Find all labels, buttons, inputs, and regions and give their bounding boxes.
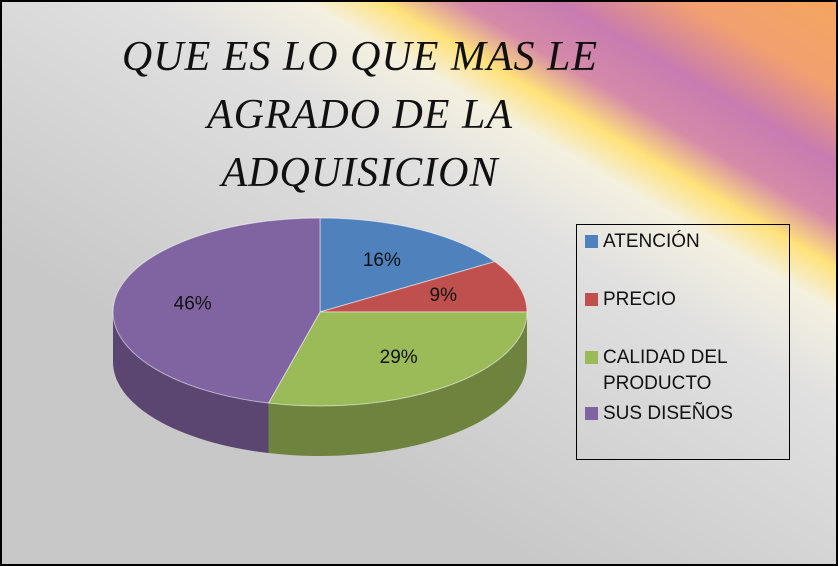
pie-slice xyxy=(112,217,321,404)
legend-item: PRECIO xyxy=(585,287,785,313)
pie-slice xyxy=(319,217,496,313)
legend-item: SUS DISEÑOS xyxy=(585,401,785,427)
legend-label: PRECIO xyxy=(603,289,676,310)
chart-title: QUE ES LO QUE MAS LE AGRADO DE LA ADQUIS… xyxy=(121,34,599,196)
data-label: 9% xyxy=(430,285,458,306)
legend-label: SUS DISEÑOS xyxy=(603,403,733,424)
legend-item: ATENCIÓN xyxy=(585,229,785,255)
legend-label: ATENCIÓN xyxy=(603,231,700,252)
legend-label: CALIDAD DEL PRODUCTO xyxy=(603,347,727,394)
legend-swatch xyxy=(585,235,598,248)
pie-slice-side xyxy=(268,312,527,456)
pie-slice xyxy=(319,261,528,313)
data-label: 16% xyxy=(363,250,401,271)
pie: 16% 9% 29% 46% xyxy=(112,217,528,456)
legend-swatch xyxy=(585,293,598,306)
pie-slice-side xyxy=(113,312,269,454)
legend-item: CALIDAD DEL PRODUCTO xyxy=(585,345,785,397)
legend-swatch xyxy=(585,351,598,364)
legend: ATENCIÓN PRECIO CALIDAD DEL PRODUCTO SUS DI… xyxy=(576,224,790,460)
legend-swatch xyxy=(585,407,598,420)
data-label: 29% xyxy=(380,347,418,368)
data-label: 46% xyxy=(174,294,212,315)
pie-slice xyxy=(267,311,528,407)
